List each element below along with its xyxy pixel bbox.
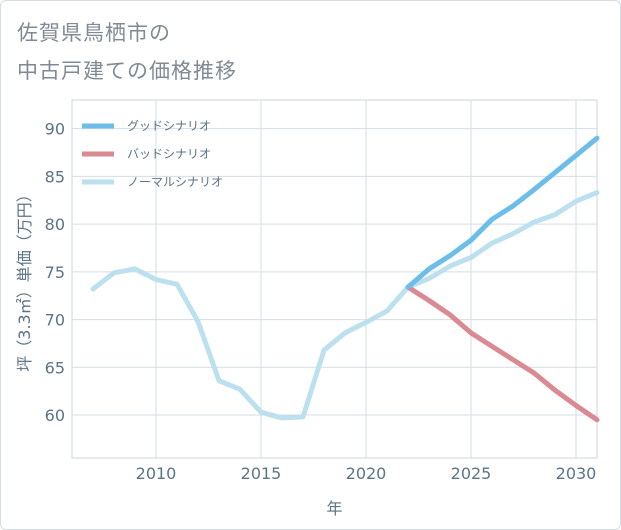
x-tick-label: 2015 — [241, 464, 282, 483]
y-tick-label: 80 — [45, 215, 65, 234]
legend-label: ノーマルシナリオ — [127, 175, 223, 189]
y-axis-title: 坪（3.3㎡）単価（万円） — [15, 186, 34, 371]
y-tick-label: 65 — [45, 358, 65, 377]
x-tick-label: 2010 — [136, 464, 177, 483]
series-line — [90, 190, 600, 421]
plot-frame — [71, 99, 598, 459]
x-tick-label: 2020 — [346, 464, 387, 483]
series-line — [405, 284, 600, 423]
x-tick-label: 2025 — [451, 464, 492, 483]
y-tick-label: 70 — [45, 311, 65, 330]
y-tick-label: 60 — [45, 406, 65, 425]
x-axis-title: 年 — [326, 499, 342, 518]
chart-title: 佐賀県鳥栖市の 中古戸建ての価格推移 — [17, 21, 237, 83]
y-tick-label: 75 — [45, 263, 65, 282]
y-tick-label: 90 — [45, 120, 65, 139]
y-tick-label: 85 — [45, 167, 65, 186]
series-line — [405, 135, 600, 290]
legend-label: バッドシナリオ — [127, 147, 211, 161]
x-tick-label: 2030 — [556, 464, 597, 483]
legend-label: グッドシナリオ — [127, 119, 211, 133]
